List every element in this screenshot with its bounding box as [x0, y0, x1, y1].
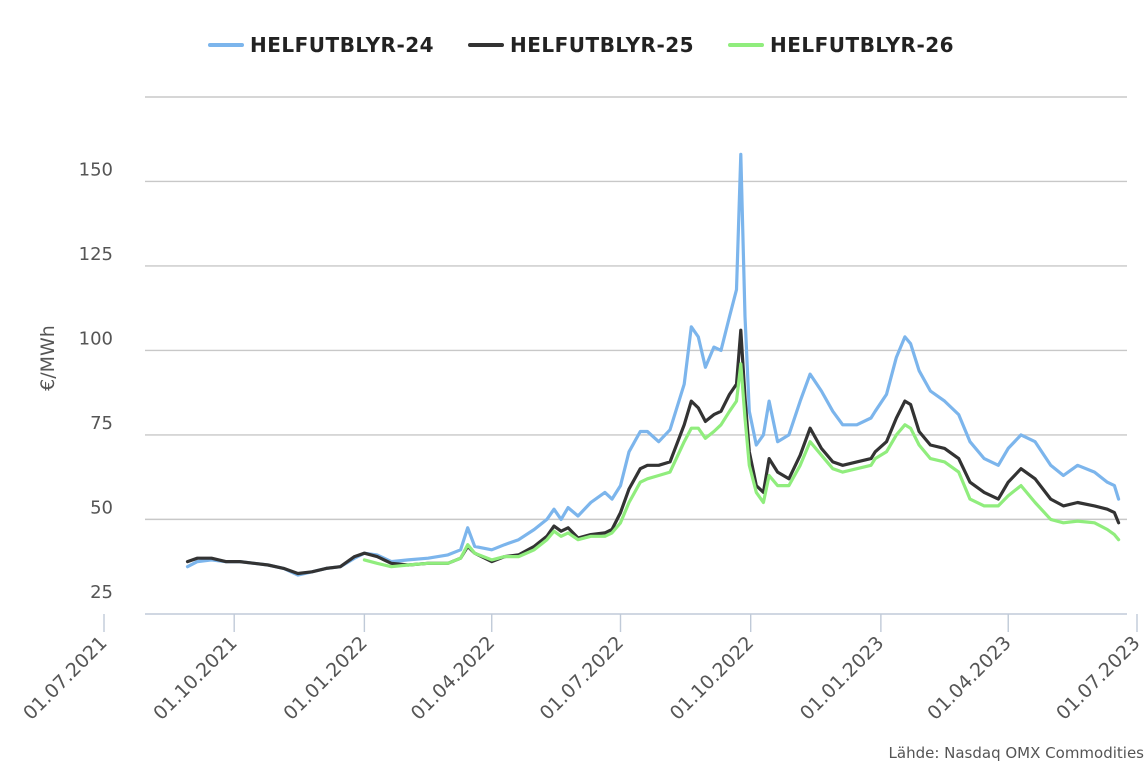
x-tick-label: 01.07.2022 — [536, 632, 628, 724]
series-line-1[interactable] — [185, 152, 1121, 577]
legend-label: HELFUTBLYR-26 — [770, 33, 954, 57]
x-tick-label: 01.04.2022 — [407, 632, 499, 724]
x-tick-label: 01.10.2022 — [666, 632, 758, 724]
legend-label: HELFUTBLYR-24 — [250, 33, 434, 57]
y-tick-label: 125 — [79, 244, 113, 265]
y-tick-label: 100 — [79, 328, 113, 349]
series-line-3[interactable] — [362, 362, 1121, 569]
source-note: Lähde: Nasdaq OMX Commodities — [889, 744, 1145, 762]
legend-item-1[interactable]: HELFUTBLYR-24 — [208, 33, 434, 57]
series-lines — [185, 152, 1121, 577]
grid-lines — [145, 96, 1127, 521]
y-tick-label: 50 — [90, 497, 113, 518]
legend-item-2[interactable]: HELFUTBLYR-25 — [468, 33, 694, 57]
legend-label: HELFUTBLYR-25 — [510, 33, 694, 57]
y-tick-label: 150 — [79, 159, 113, 180]
x-tick-label: 01.01.2022 — [279, 632, 371, 724]
x-tick-label: 01.07.2023 — [1052, 632, 1144, 724]
x-tick-label: 01.01.2023 — [796, 632, 888, 724]
y-axis-label: €/MWh — [37, 325, 59, 391]
x-tick-label: 01.07.2021 — [19, 632, 111, 724]
series-line-2[interactable] — [185, 328, 1121, 576]
x-axis: 01.07.2021 01.10.2021 01.01.2022 01.04.2022… — [19, 613, 1145, 724]
legend[interactable]: HELFUTBLYR-24 HELFUTBLYR-25 HELFUTBLYR-26 — [208, 33, 954, 57]
legend-item-3[interactable]: HELFUTBLYR-26 — [728, 33, 954, 57]
y-tick-label: 75 — [90, 413, 113, 434]
x-tick-label: 01.04.2023 — [923, 632, 1015, 724]
y-tick-label: 25 — [90, 582, 113, 603]
x-tick-label: 01.10.2021 — [149, 632, 241, 724]
y-axis-ticks: 25 50 75 100 125 150 — [79, 159, 113, 602]
